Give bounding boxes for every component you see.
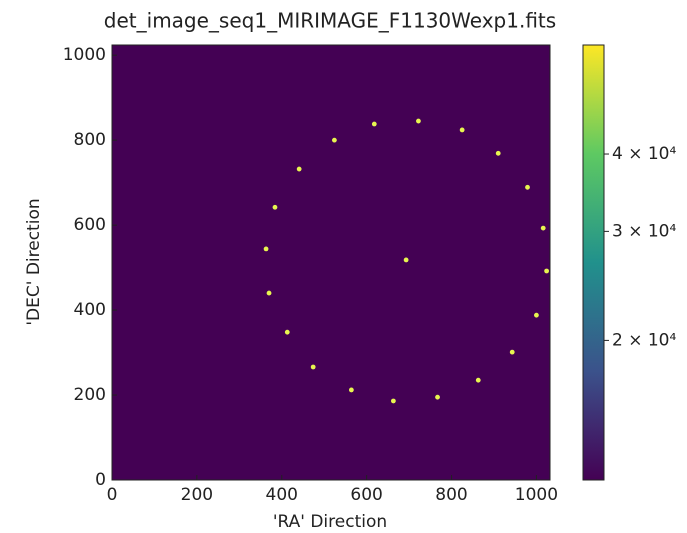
source — [264, 247, 269, 252]
y-tick-label: 400 — [74, 300, 106, 320]
x-axis-label: 'RA' Direction — [273, 512, 387, 532]
x-tick-label: 0 — [107, 485, 118, 505]
image-background — [112, 45, 550, 480]
y-axis-label: 'DEC' Direction — [24, 198, 44, 325]
source — [332, 138, 337, 143]
x-tick-label: 600 — [350, 485, 382, 505]
source — [311, 365, 316, 370]
source — [435, 395, 440, 400]
x-tick-label: 200 — [181, 485, 213, 505]
colorbar-tick-label: 2 × 10⁴ — [612, 330, 676, 350]
source — [525, 185, 530, 190]
colorbar — [583, 45, 604, 480]
y-tick-label: 200 — [74, 385, 106, 405]
source — [372, 122, 377, 127]
source — [267, 291, 272, 296]
source — [349, 388, 354, 393]
colorbar-tick-label: 3 × 10⁴ — [612, 221, 676, 241]
source — [510, 350, 515, 355]
source — [285, 330, 290, 335]
source — [273, 205, 278, 210]
x-tick-label: 800 — [435, 485, 467, 505]
source — [416, 119, 421, 124]
source — [534, 313, 539, 318]
y-tick-label: 1000 — [63, 45, 106, 65]
chart: det_image_seq1_MIRIMAGE_F1130Wexp1.fits … — [0, 0, 687, 533]
source — [544, 269, 549, 274]
source — [404, 258, 409, 263]
source — [297, 167, 302, 172]
y-tick-label: 0 — [95, 470, 106, 490]
source — [476, 378, 481, 383]
x-tick-label: 1000 — [515, 485, 558, 505]
source — [460, 128, 465, 133]
chart-title: det_image_seq1_MIRIMAGE_F1130Wexp1.fits — [104, 9, 556, 33]
source — [391, 399, 396, 404]
x-tick-label: 400 — [266, 485, 298, 505]
y-tick-label: 800 — [74, 130, 106, 150]
y-tick-label: 600 — [74, 215, 106, 235]
colorbar-tick-label: 4 × 10⁴ — [612, 144, 676, 164]
source — [496, 151, 501, 156]
source — [541, 226, 546, 231]
